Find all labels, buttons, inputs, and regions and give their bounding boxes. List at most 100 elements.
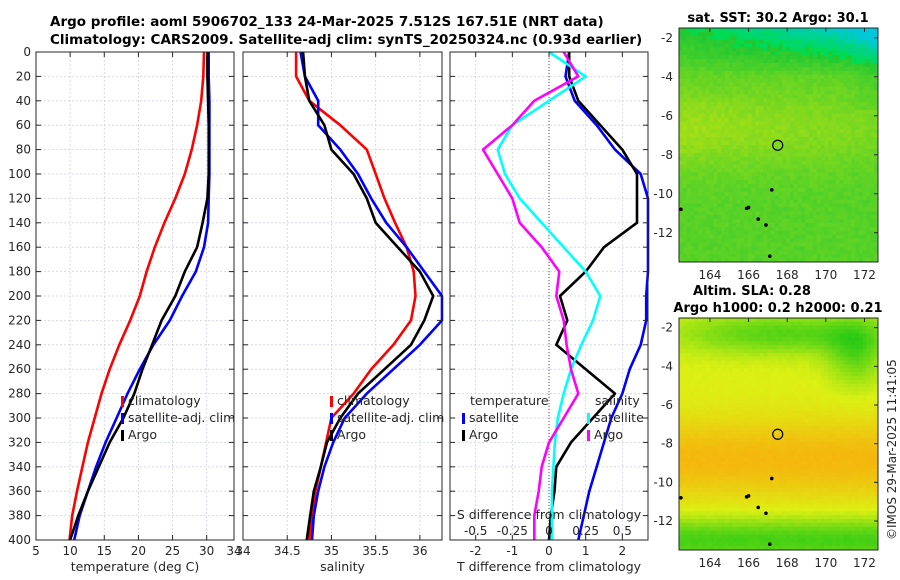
map-cell [732, 230, 737, 236]
map-cell [866, 106, 871, 111]
map-cell [698, 184, 703, 189]
x-tick-label: 34 [235, 544, 250, 558]
map-cell [709, 341, 714, 346]
map-cell [870, 387, 875, 392]
map-cell [717, 341, 722, 346]
map-cell [832, 368, 837, 373]
map-cell [801, 246, 806, 251]
map-cell [709, 250, 714, 255]
map-cell [709, 67, 714, 72]
map-cell [686, 78, 691, 84]
map-cell [763, 109, 768, 115]
map-cell [820, 148, 825, 154]
map-cell [698, 172, 703, 177]
map-cell [732, 51, 737, 56]
map-cell [797, 86, 802, 91]
map-cell [709, 141, 714, 146]
map-cell [793, 176, 799, 181]
map-cell [721, 341, 726, 346]
map-cell [698, 86, 703, 91]
difference-legend-title: salinity [595, 393, 640, 408]
map-cell [698, 28, 703, 33]
map-cell [690, 106, 695, 111]
map-cell [767, 207, 772, 212]
map-cell [824, 234, 829, 240]
map-cell [786, 203, 791, 208]
map-cell [793, 160, 799, 165]
map-cell [679, 43, 684, 48]
map-cell [767, 403, 772, 408]
map-cell [824, 414, 829, 420]
map-cell [767, 250, 772, 255]
map-cell [797, 47, 802, 52]
map-cell [770, 125, 776, 130]
map-cell [786, 422, 791, 427]
map-cell [744, 387, 749, 392]
map-cell [816, 117, 822, 123]
map-cell [717, 246, 722, 251]
map-cell [721, 410, 726, 416]
map-cell [824, 180, 829, 185]
map-cell [866, 410, 871, 416]
map-cell [682, 199, 688, 204]
map-cell [855, 230, 860, 236]
map-cell [847, 172, 852, 177]
map-cell [835, 325, 841, 331]
map-cell [820, 207, 825, 212]
map-cell [690, 395, 695, 400]
map-cell [805, 410, 810, 416]
map-cell [778, 254, 783, 259]
map-cell [782, 399, 787, 404]
map-cell [847, 325, 852, 331]
map-cell [835, 199, 841, 204]
map-cell [694, 254, 699, 259]
map-cell [767, 106, 772, 111]
map-cell [809, 219, 814, 224]
map-cell [702, 164, 707, 169]
map-cell [679, 74, 684, 80]
map-cell [874, 106, 879, 111]
map-cell [816, 403, 822, 408]
map-cell [874, 391, 879, 396]
map-cell [809, 90, 814, 95]
y-tick-label: 280 [8, 387, 31, 401]
map-cell [679, 121, 684, 126]
island-marker [768, 254, 772, 258]
map-cell [847, 98, 852, 103]
map-cell [698, 90, 703, 95]
map-cell [801, 164, 806, 169]
map-cell [682, 59, 688, 64]
map-cell [832, 191, 837, 197]
map-cell [866, 125, 871, 130]
map-cell [755, 250, 760, 255]
map-cell [774, 172, 779, 177]
map-cell [835, 145, 841, 150]
map-cell [690, 387, 695, 392]
map-cell [851, 102, 856, 107]
map-cell [732, 395, 737, 400]
map-cell [702, 121, 707, 126]
y-tick-label: 180 [8, 265, 31, 279]
map-cell [820, 129, 825, 134]
map-cell [774, 238, 779, 243]
map-cell [820, 51, 825, 56]
map-cell [847, 341, 852, 346]
map-cell [866, 67, 871, 72]
map-cell [717, 391, 722, 396]
map-cell [759, 164, 764, 169]
map-cell [797, 383, 802, 389]
map-cell [709, 176, 714, 181]
map-cell [839, 254, 844, 259]
map-cell [721, 176, 726, 181]
map-cell [828, 86, 833, 91]
island-marker [756, 217, 761, 221]
map-cell [778, 137, 783, 142]
map-cell [705, 246, 711, 251]
map-cell [797, 422, 802, 427]
map-cell [855, 414, 860, 420]
map-cell [770, 148, 776, 154]
map-cell [724, 364, 730, 369]
map-cell [744, 348, 749, 354]
map-cell [870, 121, 875, 126]
map-cell [755, 387, 760, 392]
